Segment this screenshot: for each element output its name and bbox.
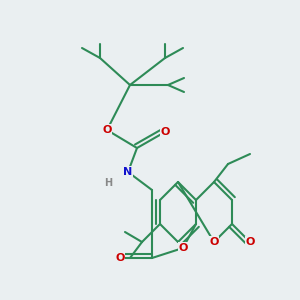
Text: N: N [123,167,133,177]
Text: O: O [245,237,255,247]
Text: O: O [115,253,125,263]
Text: O: O [178,243,188,253]
Text: H: H [104,178,112,188]
Text: O: O [102,125,112,135]
Text: O: O [209,237,219,247]
Text: O: O [160,127,170,137]
